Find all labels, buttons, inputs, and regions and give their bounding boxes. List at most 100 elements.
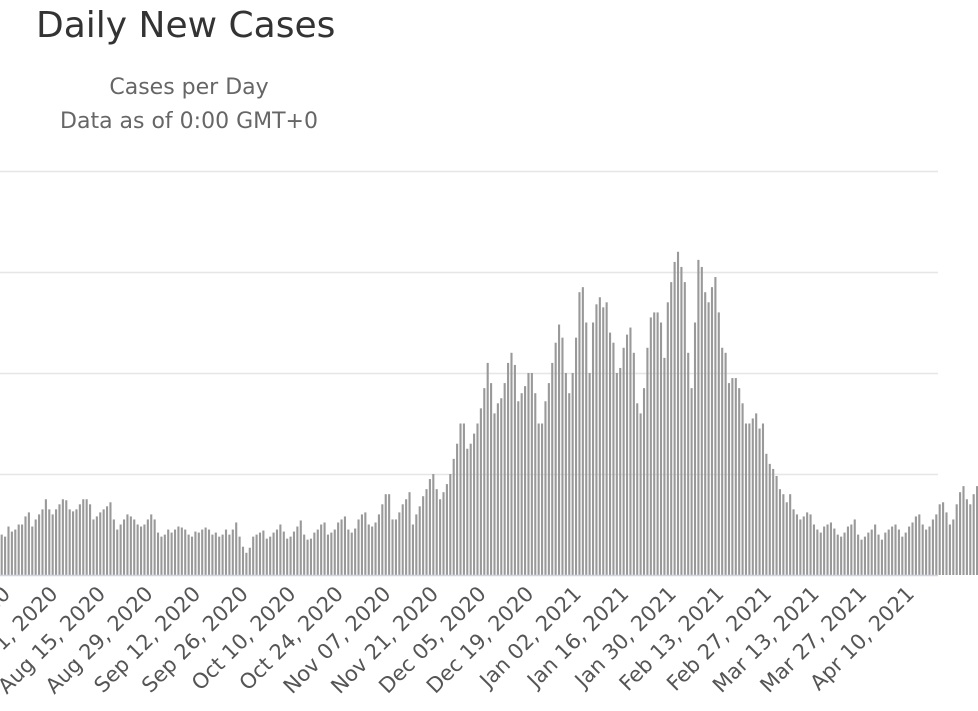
bar[interactable] bbox=[238, 536, 241, 575]
bar[interactable] bbox=[126, 514, 129, 575]
bar[interactable] bbox=[612, 342, 615, 575]
bar[interactable] bbox=[194, 531, 197, 575]
bar[interactable] bbox=[44, 499, 47, 575]
bar[interactable] bbox=[860, 539, 863, 575]
bar[interactable] bbox=[163, 534, 166, 575]
bar[interactable] bbox=[275, 529, 279, 575]
bar[interactable] bbox=[228, 534, 231, 575]
bar[interactable] bbox=[707, 302, 710, 575]
bar[interactable] bbox=[218, 536, 221, 575]
bar[interactable] bbox=[496, 403, 499, 575]
bar[interactable] bbox=[500, 398, 503, 575]
bar[interactable] bbox=[245, 552, 248, 575]
bar[interactable] bbox=[483, 388, 486, 575]
bar[interactable] bbox=[469, 443, 472, 575]
bar[interactable] bbox=[10, 531, 13, 575]
bar[interactable] bbox=[384, 494, 387, 575]
bar[interactable] bbox=[89, 504, 92, 575]
bar[interactable] bbox=[75, 509, 78, 575]
bar[interactable] bbox=[904, 532, 907, 575]
bar[interactable] bbox=[602, 307, 605, 575]
bar[interactable] bbox=[408, 492, 411, 575]
bar[interactable] bbox=[221, 534, 224, 575]
bar[interactable] bbox=[340, 519, 343, 575]
bar[interactable] bbox=[316, 529, 319, 575]
bar[interactable] bbox=[41, 509, 44, 575]
bar[interactable] bbox=[928, 526, 931, 575]
bar[interactable] bbox=[112, 519, 115, 575]
bar[interactable] bbox=[7, 526, 10, 575]
bar[interactable] bbox=[442, 492, 445, 575]
bar[interactable] bbox=[38, 514, 41, 575]
bar[interactable] bbox=[360, 514, 363, 575]
bar[interactable] bbox=[479, 408, 482, 575]
bar[interactable] bbox=[558, 324, 561, 575]
bar[interactable] bbox=[354, 528, 357, 575]
bar[interactable] bbox=[942, 502, 945, 575]
bar[interactable] bbox=[109, 502, 112, 575]
bar[interactable] bbox=[571, 373, 574, 575]
bar[interactable] bbox=[309, 538, 313, 575]
bar[interactable] bbox=[507, 362, 510, 575]
bar[interactable] bbox=[714, 277, 717, 575]
bar[interactable] bbox=[646, 347, 649, 575]
bar[interactable] bbox=[829, 522, 832, 575]
bar[interactable] bbox=[833, 528, 836, 575]
bar[interactable] bbox=[976, 486, 978, 575]
bar[interactable] bbox=[632, 352, 635, 575]
bar[interactable] bbox=[173, 529, 177, 575]
bar[interactable] bbox=[710, 287, 714, 575]
bar[interactable] bbox=[741, 403, 744, 575]
bar[interactable] bbox=[690, 388, 693, 575]
bar[interactable] bbox=[136, 524, 139, 576]
bar[interactable] bbox=[785, 502, 788, 575]
bar[interactable] bbox=[133, 519, 136, 575]
bar[interactable] bbox=[493, 413, 496, 575]
bar[interactable] bbox=[146, 519, 149, 575]
bar[interactable] bbox=[153, 519, 156, 575]
bar[interactable] bbox=[286, 538, 289, 575]
bar[interactable] bbox=[806, 512, 809, 575]
bar[interactable] bbox=[116, 529, 119, 575]
bar[interactable] bbox=[292, 531, 296, 575]
bar[interactable] bbox=[99, 512, 102, 575]
bar[interactable] bbox=[925, 529, 928, 575]
bar[interactable] bbox=[262, 530, 265, 575]
bar[interactable] bbox=[374, 522, 377, 575]
bar[interactable] bbox=[894, 524, 897, 576]
bar[interactable] bbox=[258, 532, 262, 575]
bar[interactable] bbox=[187, 534, 190, 575]
bar[interactable] bbox=[452, 458, 455, 575]
bar[interactable] bbox=[642, 388, 646, 575]
bar[interactable] bbox=[918, 514, 921, 575]
bar[interactable] bbox=[343, 516, 347, 575]
bar[interactable] bbox=[167, 529, 170, 575]
bar[interactable] bbox=[857, 534, 860, 575]
bar[interactable] bbox=[897, 529, 900, 575]
bar[interactable] bbox=[693, 322, 697, 576]
bar[interactable] bbox=[211, 534, 214, 575]
bar[interactable] bbox=[541, 423, 544, 576]
bar[interactable] bbox=[95, 516, 98, 575]
bar[interactable] bbox=[700, 266, 703, 575]
bar[interactable] bbox=[935, 514, 938, 575]
bar[interactable] bbox=[880, 539, 883, 575]
bar[interactable] bbox=[337, 522, 340, 575]
bar[interactable] bbox=[751, 418, 754, 575]
bar[interactable] bbox=[727, 383, 731, 575]
bar[interactable] bbox=[768, 463, 771, 575]
bar[interactable] bbox=[782, 494, 785, 575]
bar[interactable] bbox=[938, 504, 941, 575]
bar[interactable] bbox=[653, 312, 656, 575]
bar[interactable] bbox=[704, 292, 707, 575]
bar[interactable] bbox=[156, 532, 160, 575]
bar[interactable] bbox=[874, 524, 877, 576]
bar[interactable] bbox=[595, 304, 598, 575]
bar[interactable] bbox=[435, 489, 438, 575]
bar[interactable] bbox=[608, 332, 612, 575]
bar[interactable] bbox=[578, 292, 581, 575]
bar[interactable] bbox=[405, 499, 408, 575]
bar[interactable] bbox=[401, 504, 404, 575]
bar[interactable] bbox=[551, 362, 554, 575]
bar[interactable] bbox=[680, 266, 683, 575]
